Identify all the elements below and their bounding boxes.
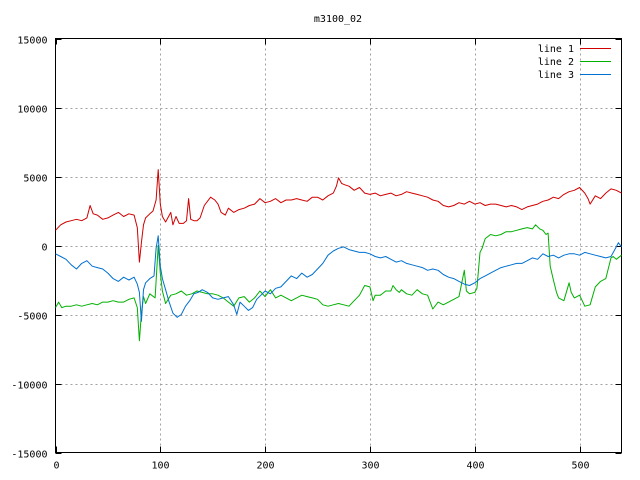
x-tick-label: 100 [151,461,169,472]
x-tick-label: 200 [256,461,274,472]
series-line-2 [55,224,622,342]
legend-label-3: line 3 [538,70,574,81]
legend: line 1 line 2 line 3 [538,44,611,81]
plot-frame [55,38,622,453]
legend-label-2: line 2 [538,57,574,68]
chart-title: m3100_02 [314,14,362,25]
grid [55,38,622,453]
series-lines [55,169,622,342]
axis-ticks: 0 100 200 300 400 500 -15000 -10000 -5000 0 5000 10… [11,36,622,472]
y-tick-label: -15000 [11,450,47,461]
x-tick-label: 300 [361,461,379,472]
x-tick-label: 400 [466,461,484,472]
x-tick-label: 0 [53,461,59,472]
y-tick-label: 0 [41,243,47,254]
series-line-1 [55,169,622,263]
y-tick-label: 15000 [17,36,47,47]
x-tick-label: 500 [571,461,589,472]
legend-label-1: line 1 [538,44,574,55]
y-tick-label: -5000 [17,312,47,323]
y-tick-label: 10000 [17,105,47,116]
y-tick-label: 5000 [23,174,47,185]
series-line-3 [55,235,622,322]
y-tick-label: -10000 [11,381,47,392]
